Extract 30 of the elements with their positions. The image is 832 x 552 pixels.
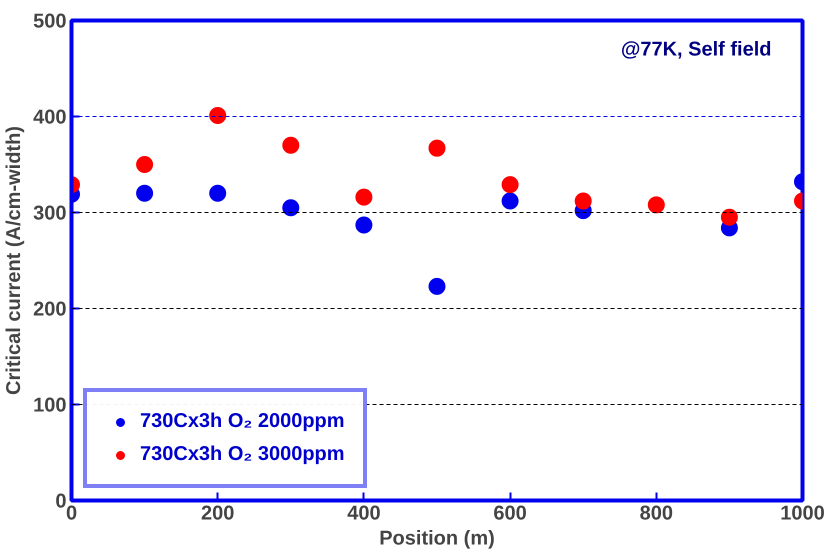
point <box>136 184 154 202</box>
x-tick-label: 800 <box>640 502 673 524</box>
y-tick-label: 500 <box>33 10 67 32</box>
point <box>428 278 446 295</box>
point <box>720 208 738 226</box>
point <box>428 140 446 157</box>
x-tick-label: 400 <box>347 502 381 524</box>
x-axis-title: Position (m) <box>379 528 495 550</box>
x-tick-label: 200 <box>201 502 234 524</box>
point <box>136 156 154 173</box>
point <box>282 199 300 216</box>
point <box>355 216 372 234</box>
point <box>355 188 372 206</box>
point <box>282 136 300 154</box>
point <box>502 192 519 210</box>
point <box>209 107 226 124</box>
x-tick-label: 1000 <box>780 502 825 524</box>
y-tick-label: 400 <box>33 106 67 128</box>
point <box>574 192 592 210</box>
y-axis-title: Critical current (A/cm-width) <box>3 126 26 395</box>
y-tick-label: 200 <box>33 298 67 320</box>
legend-label: 730Cx3h O₂ 2000ppm <box>140 410 345 433</box>
point <box>209 184 226 202</box>
point <box>502 176 519 194</box>
legend-label: 730Cx3h O₂ 3000ppm <box>140 443 345 466</box>
y-tick-label: 300 <box>33 202 67 224</box>
y-tick-label: 100 <box>33 394 67 416</box>
x-tick-label: 600 <box>493 502 527 524</box>
point <box>648 196 665 214</box>
annotation: @77K, Self field <box>620 38 772 60</box>
